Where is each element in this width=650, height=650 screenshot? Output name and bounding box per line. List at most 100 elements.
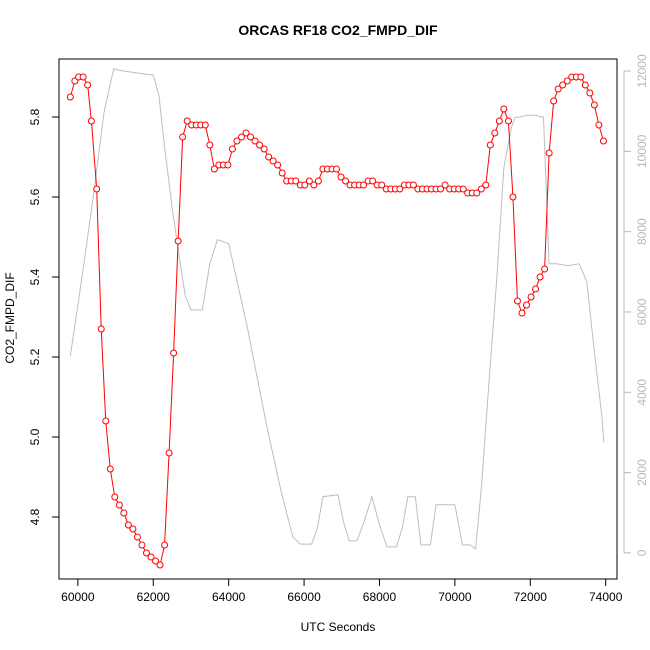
co2-data-point (586, 89, 594, 97)
x-tick-label: 74000 (589, 590, 623, 604)
co2-data-point (305, 177, 313, 185)
co2-series-segment (228, 151, 233, 163)
y2-tick-label: 4000 (635, 379, 649, 406)
co2-data-point (106, 465, 114, 473)
co2-data-point (518, 309, 526, 317)
co2-data-point (120, 509, 128, 517)
y2-tick-label: 6000 (635, 298, 649, 325)
plot-frame (58, 58, 618, 580)
co2-series-segment (554, 91, 558, 99)
co2-series-segment (164, 455, 170, 543)
co2-data-point (527, 293, 535, 301)
co2-data-point (292, 177, 300, 185)
co2-series-segment (110, 471, 115, 495)
co2-data-point (314, 177, 322, 185)
co2-data-point (581, 81, 589, 89)
co2-series-segment (120, 507, 123, 511)
co2-data-point (147, 553, 155, 561)
co2-series-segment (499, 111, 504, 119)
y-axis-left: 4.8 5.0 5.2 5.4 5.6 5.8 (28, 108, 59, 525)
altitude-series-layer (69, 68, 605, 550)
y-tick-label: 5.4 (28, 268, 42, 285)
co2-data-point (482, 181, 490, 189)
co2-data-point (342, 177, 350, 185)
co2-data-point (206, 141, 214, 149)
co2-series-segment (518, 303, 522, 311)
co2-series-segment (581, 79, 585, 83)
co2-data-point (495, 117, 503, 125)
co2-series-segment (115, 499, 119, 503)
co2-series-segment (532, 291, 535, 295)
co2-series-segment (205, 127, 210, 143)
co2-data-point (179, 133, 187, 141)
co2-data-point (161, 541, 169, 549)
co2-data-point (513, 297, 521, 305)
co2-series-segment (278, 167, 282, 171)
co2-data-point (409, 181, 417, 189)
co2-data-point (256, 141, 264, 149)
co2-data-point (491, 129, 499, 137)
altitude-series-line (69, 68, 605, 550)
x-axis: 60000 62000 64000 66000 68000 70000 72000 74000 (61, 579, 623, 604)
co2-data-point (396, 185, 404, 193)
co2-data-point (301, 181, 309, 189)
co2-series-segment (318, 171, 323, 179)
co2-data-point (237, 133, 245, 141)
co2-series-segment (541, 271, 544, 275)
co2-data-point (183, 117, 191, 125)
co2-data-point (84, 81, 92, 89)
co2-data-point (156, 561, 164, 569)
co2-series-segment (599, 127, 604, 139)
co2-series-segment (512, 199, 518, 299)
co2-data-point (500, 105, 508, 113)
chart-title: ORCAS RF18 CO2_FMPD_DIF (238, 22, 438, 38)
co2-data-point (174, 237, 182, 245)
co2-data-point (541, 265, 549, 273)
co2-data-point (247, 133, 255, 141)
co2-data-point (233, 137, 241, 145)
co2-data-point (554, 85, 562, 93)
x-tick-label: 64000 (212, 590, 246, 604)
co2-data-point (332, 165, 340, 173)
x-tick-label: 62000 (137, 590, 171, 604)
co2-data-point (477, 185, 485, 193)
co2-series-segment (209, 147, 215, 167)
co2-data-point (170, 349, 178, 357)
co2-data-point (260, 145, 268, 153)
co2-data-point (473, 189, 481, 197)
co2-series-segment (173, 243, 179, 351)
co2-series-segment (495, 123, 499, 131)
y2-tick-label: 12000 (635, 54, 649, 88)
co2-data-point (590, 101, 598, 109)
co2-series-segment (508, 123, 514, 195)
y2-tick-label: 0 (635, 549, 649, 556)
co2-series-segment (133, 531, 137, 535)
x-tick-label: 60000 (61, 590, 95, 604)
co2-data-point (337, 173, 345, 181)
y2-tick-label: 2000 (635, 459, 649, 486)
co2-series-segment (87, 87, 92, 119)
co2-data-point (532, 285, 540, 293)
x-tick-label: 66000 (287, 590, 321, 604)
co2-data-point (459, 185, 467, 193)
co2-series-segment (91, 123, 97, 187)
co2-series-segment (70, 83, 75, 95)
co2-series-segment (586, 87, 589, 91)
x-axis-label: UTC Seconds (301, 620, 376, 634)
co2-series-segment (283, 175, 286, 179)
co2-series-segment (504, 111, 508, 119)
co2-data-point (274, 161, 282, 169)
co2-data-point (550, 97, 558, 105)
y-axis-right: 0 2000 4000 6000 8000 10000 12000 (623, 54, 649, 556)
co2-data-point (278, 169, 286, 177)
co2-series-segment (536, 279, 540, 287)
co2-data-point (523, 301, 531, 309)
co2-series-segment (527, 299, 530, 303)
y2-tick-label: 8000 (635, 218, 649, 245)
co2-series-segment (548, 103, 554, 151)
y2-tick-label: 10000 (635, 134, 649, 168)
co2-data-point (142, 549, 150, 557)
co2-data-point (251, 137, 259, 145)
